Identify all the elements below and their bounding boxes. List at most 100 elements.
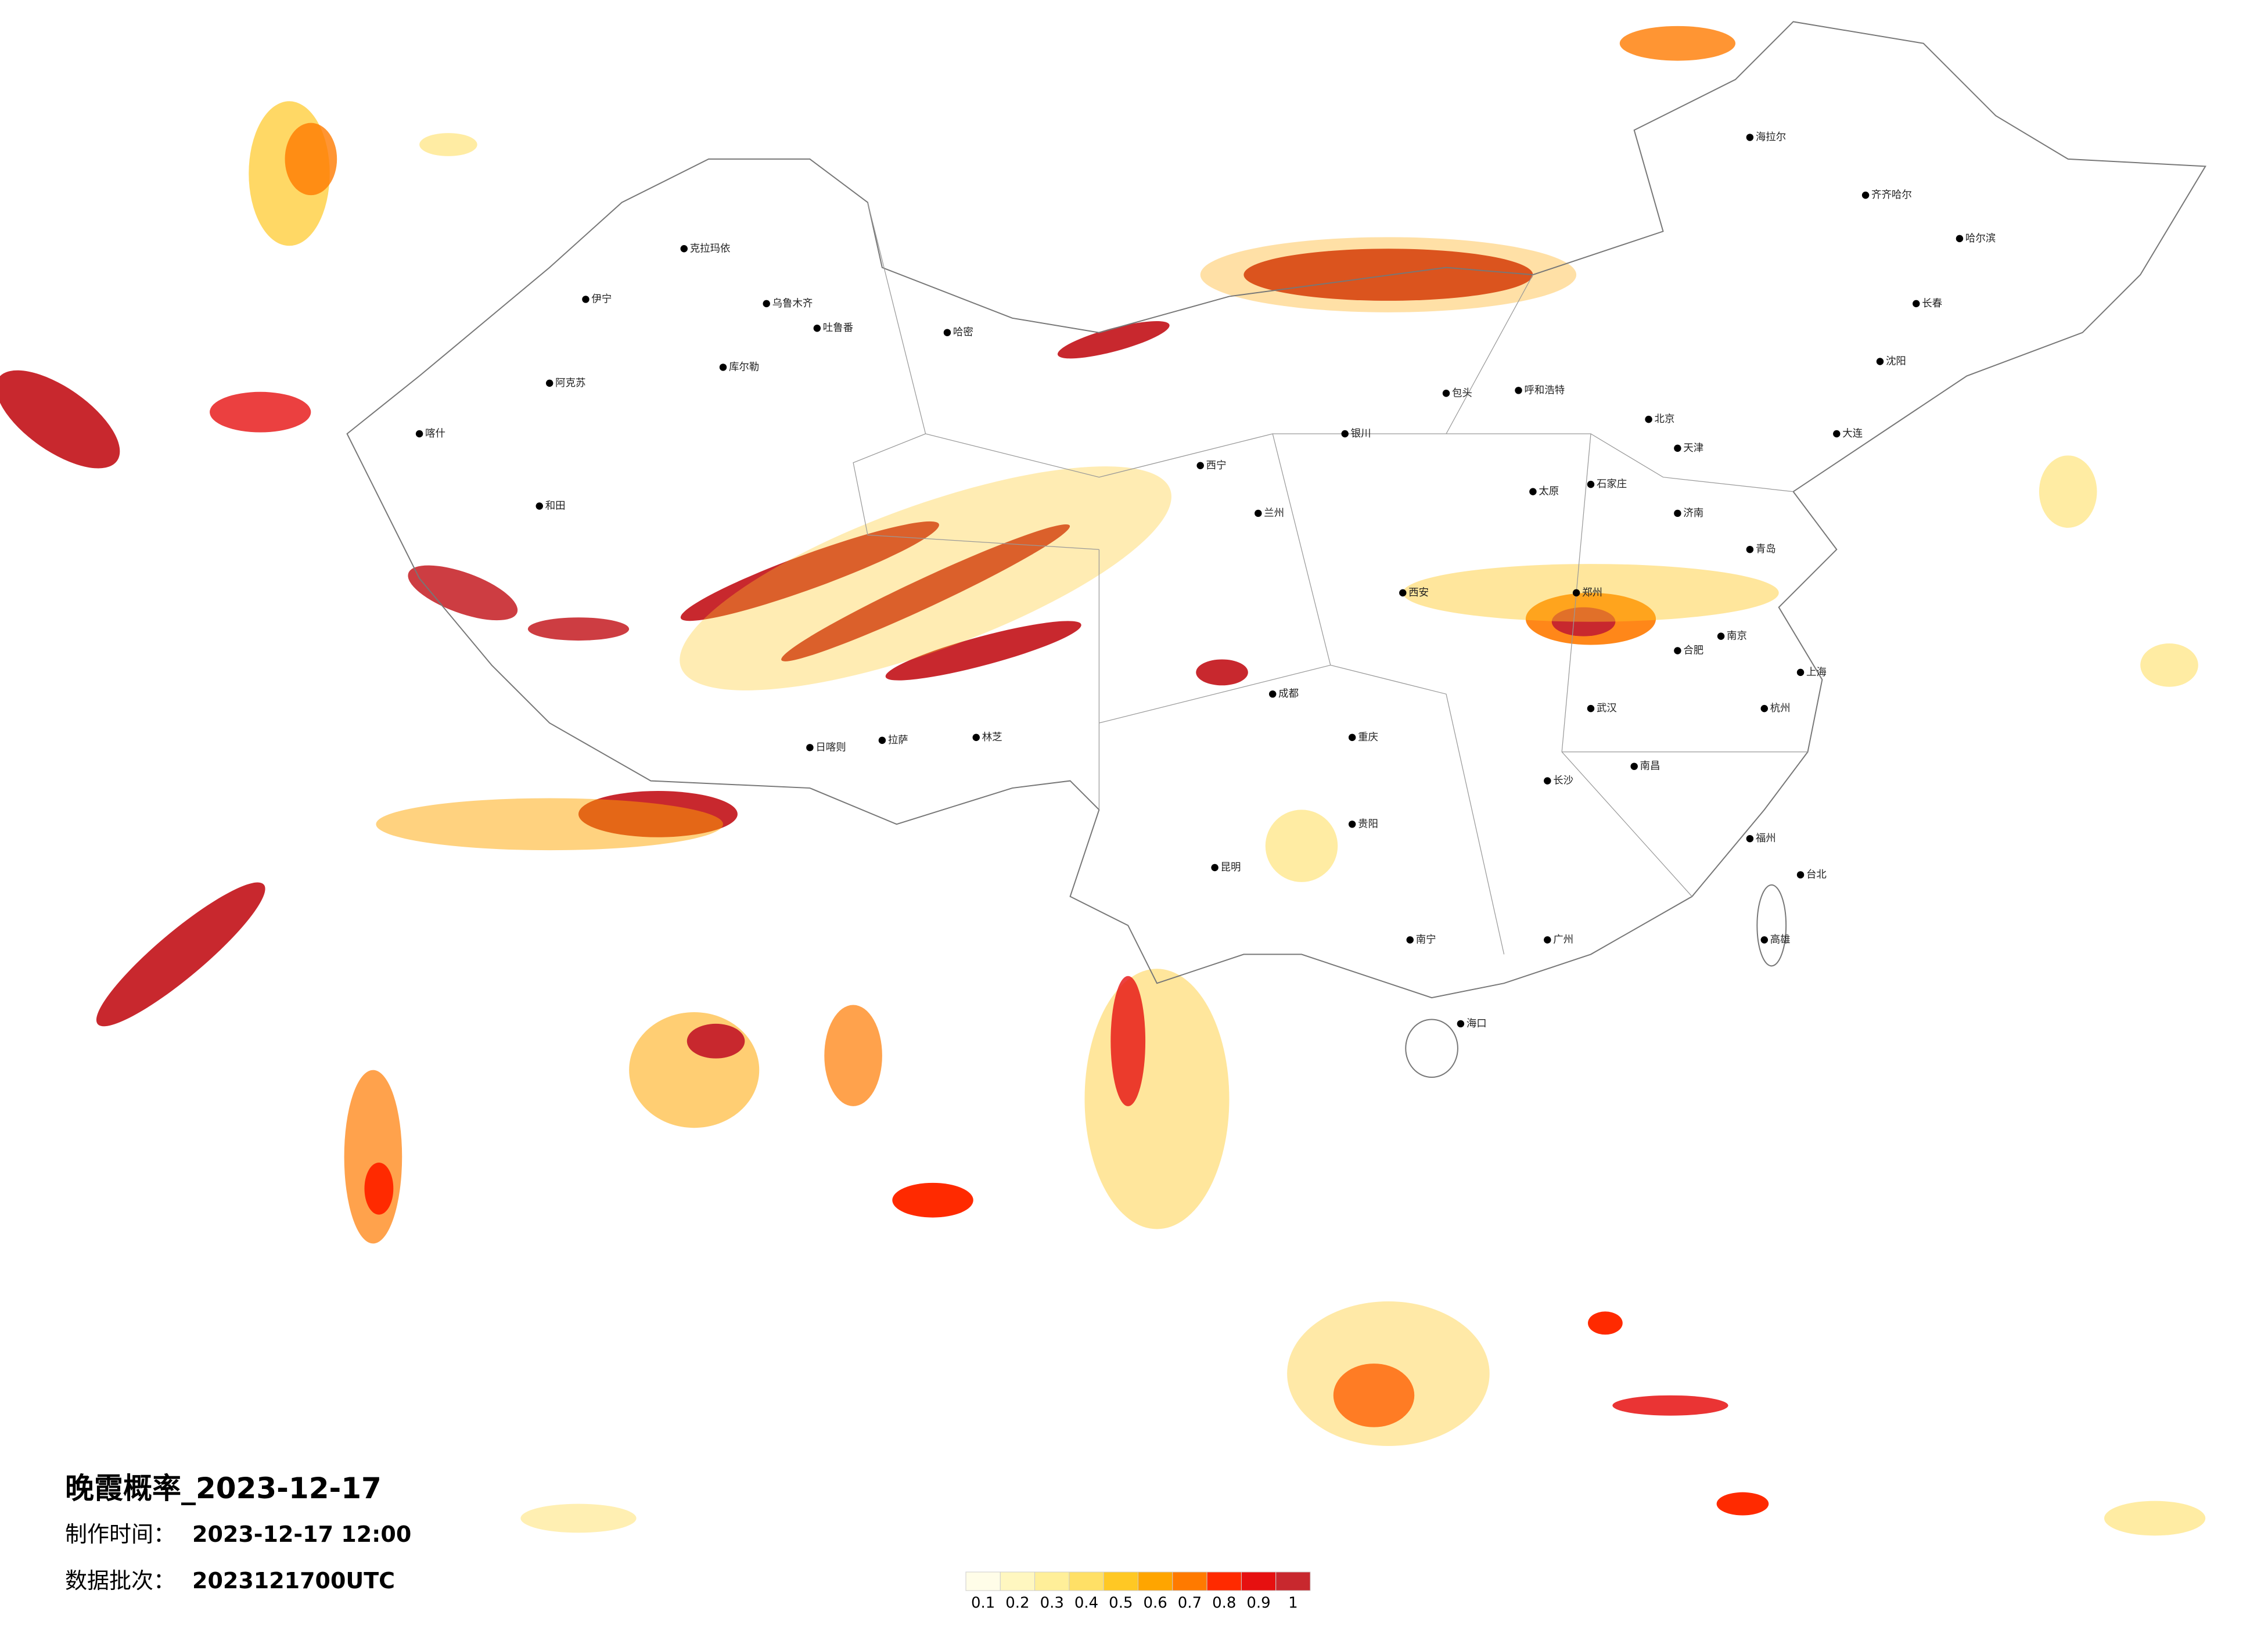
- city-dot: [1674, 509, 1681, 517]
- city-dot: [1746, 134, 1754, 141]
- city-label: 伊宁: [591, 293, 612, 305]
- legend-label: 0.1: [971, 1595, 995, 1612]
- city-dot: [943, 329, 951, 336]
- city-label: 长沙: [1553, 775, 1573, 787]
- city-dot: [1515, 387, 1522, 394]
- city-dot: [1348, 733, 1356, 742]
- batch-label: 数据批次：: [65, 1568, 175, 1593]
- city-dot: [1630, 762, 1638, 770]
- heat-area: [419, 133, 477, 156]
- made-time: 2023-12-17 12:00: [192, 1521, 411, 1547]
- heat-area: [2039, 455, 2097, 528]
- city-dot: [1876, 358, 1884, 365]
- legend-swatch: [965, 1571, 1001, 1591]
- country-border: [346, 21, 2206, 999]
- heat-area: [1084, 969, 1230, 1229]
- city-dot: [1529, 488, 1537, 495]
- heat-area: [1716, 1492, 1769, 1516]
- city-label: 林芝: [982, 732, 1002, 743]
- city-label: 武汉: [1597, 703, 1617, 714]
- city-dot: [1341, 430, 1349, 438]
- city-dot: [1913, 300, 1920, 308]
- heat-area: [1196, 659, 1248, 686]
- heat-area: [364, 1162, 394, 1215]
- city-label: 合肥: [1683, 645, 1703, 657]
- heat-area: [1612, 1395, 1728, 1416]
- heat-area: [96, 882, 265, 1027]
- city-label: 库尔勒: [729, 361, 759, 373]
- city-label: 贵阳: [1358, 818, 1378, 830]
- city-dot: [1211, 864, 1219, 872]
- city-label: 济南: [1683, 508, 1703, 519]
- city-dot: [1833, 430, 1841, 438]
- city-label: 兰州: [1264, 508, 1284, 519]
- city-label: 沈阳: [1886, 356, 1906, 368]
- city-dot: [1268, 690, 1277, 698]
- city-dot: [1645, 415, 1652, 423]
- city-dot: [1674, 444, 1681, 452]
- city-label: 重庆: [1358, 732, 1378, 743]
- city-label: 海拉尔: [1756, 132, 1786, 143]
- legend-swatch: [1275, 1571, 1311, 1591]
- legend-swatch: [1103, 1571, 1138, 1591]
- heat-area: [1551, 607, 1616, 636]
- city-dot: [1861, 191, 1870, 199]
- heat-area: [1110, 976, 1146, 1106]
- legend-swatch: [1172, 1571, 1207, 1591]
- city-label: 广州: [1553, 934, 1573, 945]
- heat-area: [376, 798, 723, 851]
- city-label: 南京: [1727, 631, 1747, 642]
- heat-area: [1588, 1311, 1623, 1335]
- city-label: 哈密: [953, 327, 973, 339]
- heat-layer: [0, 26, 2206, 1536]
- legend-label: 0.4: [1074, 1595, 1098, 1612]
- heat-area: [885, 621, 1081, 681]
- heat-area: [210, 391, 311, 433]
- legend-label: 0.7: [1178, 1595, 1202, 1612]
- heat-area: [2104, 1501, 2206, 1536]
- city-label: 长春: [1922, 298, 1942, 310]
- legend-label: 0.8: [1212, 1595, 1236, 1612]
- city-label: 北京: [1655, 413, 1675, 425]
- city-dot: [878, 736, 886, 744]
- legend-label: 0.6: [1143, 1595, 1167, 1612]
- city-label: 杭州: [1770, 703, 1791, 714]
- city-label: 台北: [1806, 869, 1827, 880]
- heat-area: [1333, 1364, 1415, 1427]
- legend-label: 0.9: [1246, 1595, 1270, 1612]
- city-label: 西宁: [1206, 460, 1227, 472]
- city-dot: [1406, 936, 1414, 944]
- city-label: 和田: [545, 500, 566, 512]
- legend-label: 1: [1288, 1595, 1298, 1612]
- taiwan-border: [1756, 884, 1787, 967]
- heat-area: [892, 1182, 973, 1218]
- city-label: 齐齐哈尔: [1871, 189, 1912, 201]
- heat-area: [680, 521, 939, 621]
- city-label: 昆明: [1221, 862, 1241, 873]
- city-dot: [1442, 390, 1450, 397]
- heat-area: [1057, 321, 1170, 359]
- city-label: 哈尔滨: [1965, 233, 1996, 244]
- city-dot: [415, 430, 423, 438]
- batch: 2023121700UTC: [192, 1568, 395, 1593]
- city-dot: [545, 379, 553, 387]
- city-label: 阿克苏: [555, 377, 585, 389]
- heat-area: [1619, 26, 1735, 61]
- city-dot: [1457, 1020, 1465, 1028]
- made-label: 制作时间：: [65, 1521, 175, 1547]
- city-dot: [1796, 871, 1805, 879]
- city-dot: [1674, 647, 1681, 654]
- legend-swatch: [1069, 1571, 1104, 1591]
- legend-swatch: [1000, 1571, 1036, 1591]
- city-dot: [806, 744, 814, 751]
- heat-area: [686, 1023, 745, 1059]
- city-label: 拉萨: [888, 735, 908, 746]
- city-label: 克拉玛依: [690, 243, 731, 254]
- city-dot: [1587, 480, 1595, 488]
- city-label: 包头: [1452, 387, 1472, 399]
- legend-swatch: [1206, 1571, 1242, 1591]
- city-label: 南昌: [1640, 761, 1660, 772]
- city-label: 呼和浩特: [1524, 384, 1565, 396]
